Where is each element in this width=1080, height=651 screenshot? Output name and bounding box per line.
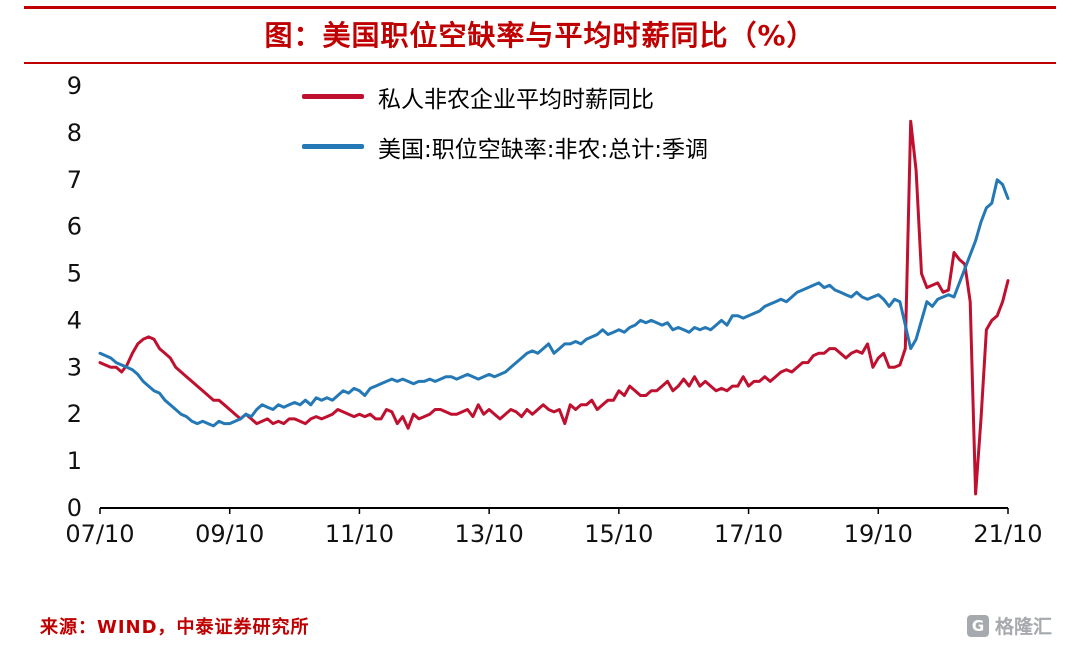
y-tick-label: 0 xyxy=(67,494,82,522)
legend-item-hourly-earnings: 私人非农企业平均时薪同比 xyxy=(302,80,708,114)
y-tick-label: 7 xyxy=(67,165,82,193)
x-tick-label: 21/10 xyxy=(973,520,1042,548)
x-tick-label: 07/10 xyxy=(65,520,134,548)
legend-line-swatch-red xyxy=(302,94,364,100)
legend-label-hourly-earnings: 私人非农企业平均时薪同比 xyxy=(378,86,654,113)
title-divider-top xyxy=(24,6,1056,9)
line-chart-canvas: 0 1 2 3 4 5 6 7 8 9 07/10 09/10 11/10 13/10 15/10 17/10… xyxy=(65,72,1042,548)
legend-line-swatch-blue xyxy=(302,144,364,150)
y-tick-label: 6 xyxy=(67,212,82,240)
x-tick-label: 17/10 xyxy=(714,520,783,548)
y-tick-label: 8 xyxy=(67,118,82,146)
chart-title: 图：美国职位空缺率与平均时薪同比（%） xyxy=(264,19,816,52)
y-tick-label: 4 xyxy=(67,306,82,334)
y-tick-label: 5 xyxy=(67,259,82,287)
x-tick-label: 11/10 xyxy=(325,520,394,548)
chart-footer: 来源：WIND，中泰证券研究所 G 格隆汇 xyxy=(0,612,1080,639)
chart-area: 0 1 2 3 4 5 6 7 8 9 07/10 09/10 11/10 13/10 15/10 17/10… xyxy=(0,70,1080,570)
y-tick-label: 2 xyxy=(67,400,82,428)
x-tick-label: 13/10 xyxy=(455,520,524,548)
title-divider-bottom xyxy=(24,61,1056,64)
chart-header: 图：美国职位空缺率与平均时薪同比（%） xyxy=(0,0,1080,64)
source-note: 来源：WIND，中泰证券研究所 xyxy=(40,617,310,638)
x-tick-label: 15/10 xyxy=(584,520,653,548)
y-tick-label: 1 xyxy=(67,447,82,475)
watermark-logo: G 格隆汇 xyxy=(966,612,1052,639)
y-tick-label: 9 xyxy=(67,72,82,100)
x-tick-label: 19/10 xyxy=(844,520,913,548)
series-line-1 xyxy=(98,177,1010,427)
y-tick-label: 3 xyxy=(67,353,82,381)
legend-item-job-openings: 美国:职位空缺率:非农:总计:季调 xyxy=(302,130,708,164)
chart-legend: 私人非农企业平均时薪同比 美国:职位空缺率:非农:总计:季调 xyxy=(302,80,708,164)
gelonghui-logo-icon: G xyxy=(966,614,989,637)
watermark-text: 格隆汇 xyxy=(994,616,1052,638)
x-tick-label: 09/10 xyxy=(195,520,264,548)
legend-label-job-openings: 美国:职位空缺率:非农:总计:季调 xyxy=(378,136,708,163)
series-line-0 xyxy=(98,119,1010,495)
